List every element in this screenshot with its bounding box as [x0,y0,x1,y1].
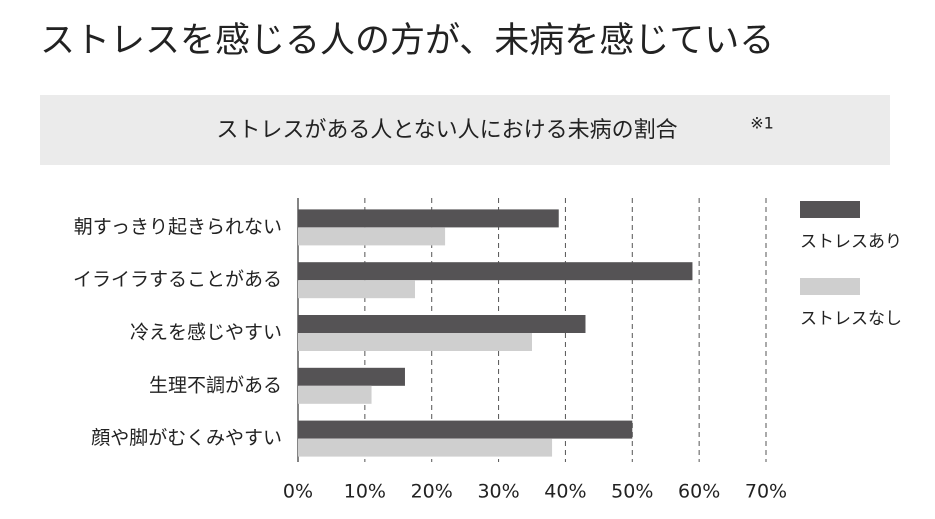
y-tick-label: 朝すっきり起きられない [74,216,282,238]
y-tick-label: 生理不調がある [149,374,282,396]
bar [298,209,559,228]
x-tick-label: 40% [544,481,586,503]
chart-subtitle: ストレスがある人とない人における未病の割合 [216,118,677,143]
chart-title: ストレスを感じる人の方が、未病を感じている [40,21,774,61]
bar [298,438,553,457]
bar [298,420,633,439]
y-tick-label: 冷えを感じやすい [130,322,282,344]
y-tick-label: 顔や脚がむくみやすい [91,427,282,449]
x-tick-label: 70% [745,481,787,503]
x-tick-label: 0% [283,481,313,503]
bar [298,227,446,246]
subtitle-note: ※1 [750,114,774,133]
bar [298,367,405,386]
legend-swatch [800,278,860,295]
x-tick-label: 60% [678,481,720,503]
bar [298,333,532,351]
y-tick-label: イライラすることがある [73,269,282,291]
bar [298,262,693,281]
bar [298,385,372,404]
legend-label: ストレスなし [800,309,902,329]
legend-swatch [800,201,860,218]
x-tick-label: 50% [611,481,653,503]
bar [298,280,415,299]
x-tick-label: 10% [344,481,386,503]
bar [298,315,586,333]
legend-label: ストレスあり [800,232,902,252]
x-tick-label: 30% [477,481,519,503]
subtitle-box [40,95,890,165]
x-tick-label: 20% [411,481,453,503]
